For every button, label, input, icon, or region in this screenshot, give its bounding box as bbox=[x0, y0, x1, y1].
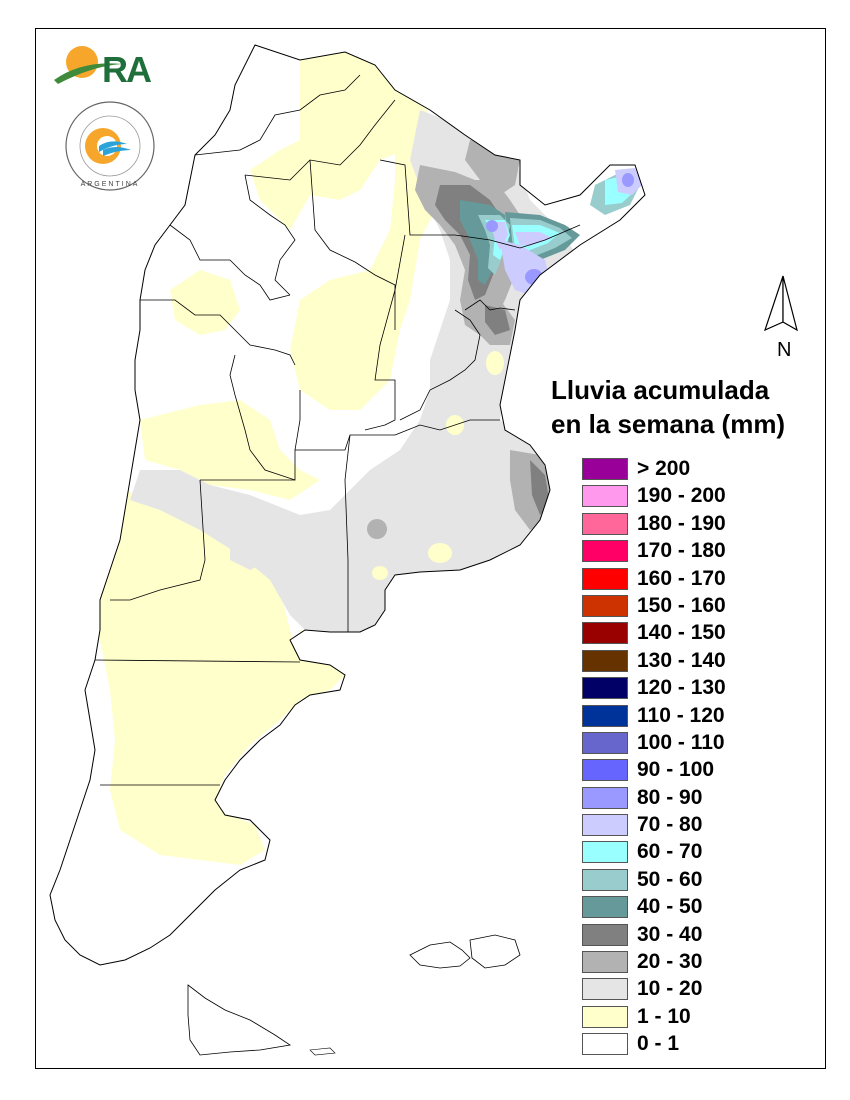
legend-swatch bbox=[582, 512, 628, 535]
legend-swatch bbox=[582, 759, 628, 782]
legend-swatch bbox=[582, 704, 628, 727]
legend-item: 140 - 150 bbox=[582, 621, 822, 648]
legend-item: 170 - 180 bbox=[582, 539, 822, 566]
legend-swatch bbox=[582, 951, 628, 974]
legend-swatch bbox=[582, 841, 628, 864]
legend-swatch bbox=[582, 814, 628, 837]
rainfall-fields bbox=[90, 45, 642, 865]
legend-item: 10 - 20 bbox=[582, 977, 822, 1004]
legend-label: 140 - 150 bbox=[637, 621, 726, 645]
legend-label: 180 - 190 bbox=[637, 511, 726, 535]
north-label: N bbox=[777, 339, 791, 361]
smn-logo: ARGENTINA bbox=[65, 101, 155, 191]
legend-item: 110 - 120 bbox=[582, 704, 822, 731]
north-arrow-icon: N bbox=[764, 275, 798, 361]
malvinas-islands bbox=[409, 934, 521, 969]
legend-label: 10 - 20 bbox=[637, 977, 703, 1001]
legend-label: 60 - 70 bbox=[637, 840, 703, 864]
legend-label: 30 - 40 bbox=[637, 922, 703, 946]
legend-title-line1: Lluvia acumulada bbox=[551, 375, 770, 405]
legend-item: 160 - 170 bbox=[582, 567, 822, 594]
legend-swatch bbox=[582, 540, 628, 563]
legend-item: 1 - 10 bbox=[582, 1005, 822, 1032]
legend-label: 130 - 140 bbox=[637, 648, 726, 672]
legend-swatch bbox=[582, 896, 628, 919]
legend-swatch bbox=[582, 923, 628, 946]
legend-item: 0 - 1 bbox=[582, 1032, 822, 1059]
legend-title: Lluvia acumulada en la semana (mm) bbox=[551, 373, 821, 441]
legend-swatch bbox=[582, 649, 628, 672]
legend-label: 40 - 50 bbox=[637, 895, 703, 919]
legend-item: 150 - 160 bbox=[582, 594, 822, 621]
legend-label: 0 - 1 bbox=[637, 1032, 680, 1056]
legend-item: 70 - 80 bbox=[582, 813, 822, 840]
legend-label: 1 - 10 bbox=[637, 1004, 691, 1028]
legend-label: 100 - 110 bbox=[637, 730, 725, 754]
legend-swatch bbox=[582, 1033, 628, 1056]
legend: > 200 190 - 200 180 - 190 170 - 180 160 - 17… bbox=[582, 457, 822, 1060]
legend-item: 180 - 190 bbox=[582, 512, 822, 539]
legend-label: 190 - 200 bbox=[637, 484, 726, 508]
legend-label: 150 - 160 bbox=[637, 593, 726, 617]
legend-item: 120 - 130 bbox=[582, 676, 822, 703]
legend-label: 80 - 90 bbox=[637, 785, 703, 809]
legend-swatch bbox=[582, 677, 628, 700]
legend-swatch bbox=[582, 458, 628, 480]
ora-logo-text: RA bbox=[102, 49, 152, 90]
precipitation-map bbox=[49, 44, 646, 1056]
legend-label: 90 - 100 bbox=[637, 758, 715, 782]
legend-item: 130 - 140 bbox=[582, 649, 822, 676]
legend-swatch bbox=[582, 594, 628, 617]
tierra-del-fuego bbox=[187, 984, 292, 1056]
ora-logo: RA bbox=[54, 46, 154, 90]
legend-swatch bbox=[582, 567, 628, 590]
legend-swatch bbox=[582, 1005, 628, 1028]
legend-item: > 200 bbox=[582, 457, 822, 484]
legend-item: 190 - 200 bbox=[582, 484, 822, 511]
legend-label: 110 - 120 bbox=[637, 703, 725, 727]
legend-title-line2: en la semana (mm) bbox=[551, 409, 786, 439]
legend-swatch bbox=[582, 485, 628, 508]
legend-swatch bbox=[582, 731, 628, 754]
legend-label: 20 - 30 bbox=[637, 950, 703, 974]
legend-label: 170 - 180 bbox=[637, 539, 726, 563]
legend-item: 100 - 110 bbox=[582, 731, 822, 758]
legend-item: 60 - 70 bbox=[582, 840, 822, 867]
legend-item: 90 - 100 bbox=[582, 758, 822, 785]
legend-label: 50 - 60 bbox=[637, 867, 703, 891]
legend-item: 40 - 50 bbox=[582, 895, 822, 922]
legend-swatch bbox=[582, 868, 628, 891]
legend-swatch bbox=[582, 622, 628, 645]
legend-item: 80 - 90 bbox=[582, 786, 822, 813]
province-borders bbox=[49, 44, 646, 966]
legend-label: > 200 bbox=[637, 457, 691, 480]
legend-item: 30 - 40 bbox=[582, 923, 822, 950]
legend-label: 70 - 80 bbox=[637, 813, 703, 837]
north-arrow: N bbox=[757, 272, 803, 362]
legend-label: 120 - 130 bbox=[637, 676, 726, 700]
legend-swatch bbox=[582, 978, 628, 1001]
legend-label: 160 - 170 bbox=[637, 566, 726, 590]
svg-text:ARGENTINA: ARGENTINA bbox=[81, 181, 140, 188]
legend-item: 50 - 60 bbox=[582, 868, 822, 895]
legend-item: 20 - 30 bbox=[582, 950, 822, 977]
legend-swatch bbox=[582, 786, 628, 809]
